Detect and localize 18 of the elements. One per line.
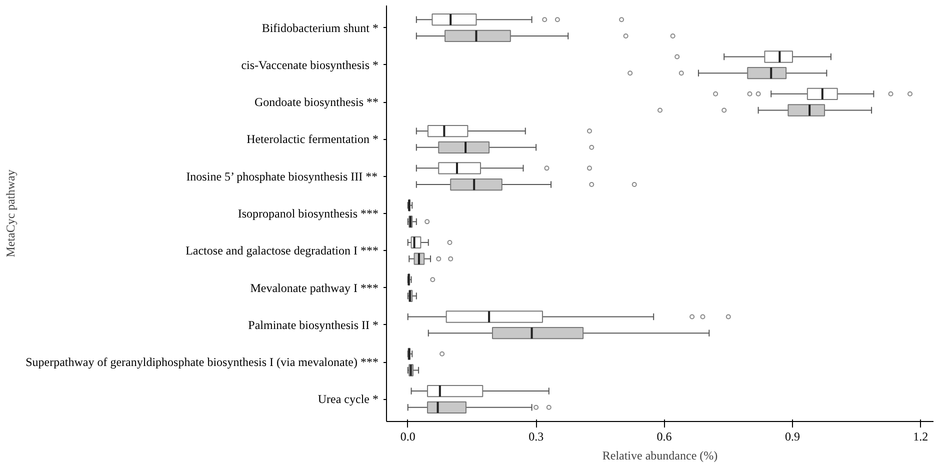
- y-tick-label: Gondoate biosynthesis **: [254, 95, 379, 110]
- x-tick-label: 0.3: [528, 430, 544, 444]
- x-axis-title: Relative abundance (%): [602, 448, 718, 462]
- y-tick-label: Heterolactic fermentation *: [246, 132, 378, 146]
- y-tick-label: Superpathway of geranyldiphosphate biosynthesis I (via mevalonate) ***: [26, 355, 379, 370]
- x-tick-label: 0.9: [784, 430, 800, 444]
- y-tick-label: Isopropanol biosynthesis ***: [238, 206, 379, 220]
- y-tick-label: Bifidobacterium shunt *: [262, 20, 379, 35]
- y-tick-label: Lactose and galactose degradation I ***: [186, 244, 378, 258]
- y-tick-label: Palminate biosynthesis II *: [248, 318, 379, 332]
- x-tick-label: 1.2: [913, 430, 928, 444]
- y-tick-label: Mevalonate pathway I ***: [250, 280, 379, 295]
- x-tick-label: 0.6: [656, 430, 672, 444]
- y-axis-title: MetaCyc pathway: [4, 170, 18, 258]
- y-tick-label: Inosine 5’ phosphate biosynthesis III **: [186, 169, 378, 184]
- y-tick-label: Urea cycle *: [318, 392, 379, 406]
- y-tick-label: cis-Vaccenate biosynthesis *: [241, 58, 379, 72]
- x-tick-label: 0.0: [400, 430, 416, 444]
